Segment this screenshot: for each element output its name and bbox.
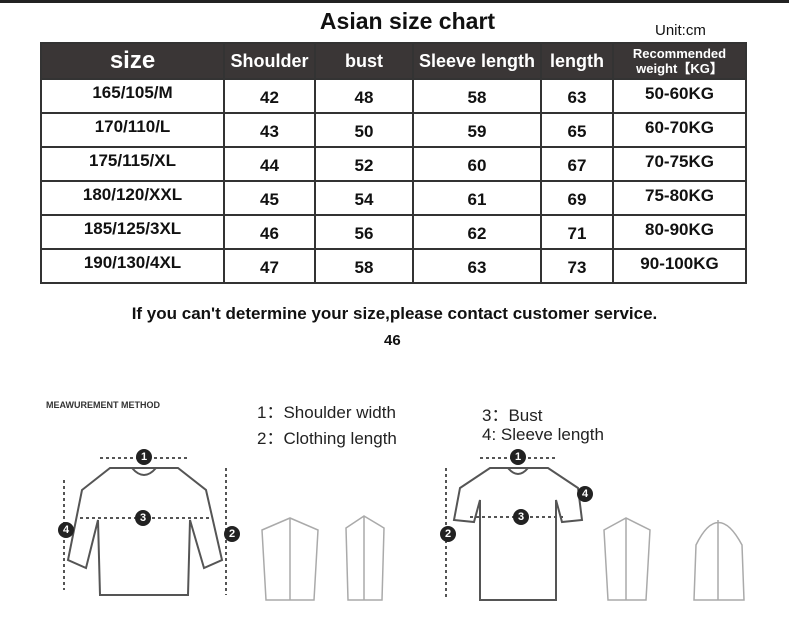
cell-size: 165/105/M xyxy=(40,78,225,114)
marker-3-icon: 3 xyxy=(513,509,529,525)
header-weight-line1: Recommended xyxy=(632,46,727,61)
legend-3: 3：Bust xyxy=(482,406,543,425)
cell-size: 185/125/3XL xyxy=(40,214,225,250)
cell-shoulder: 44 xyxy=(223,146,316,182)
chart-title: Asian size chart xyxy=(319,8,496,34)
cell-bust: 58 xyxy=(314,248,414,284)
header-sleeve: Sleeve length xyxy=(412,42,542,80)
marker-4-icon: 4 xyxy=(577,486,593,502)
cell-weight: 90-100KG xyxy=(612,248,747,284)
cell-weight: 75-80KG xyxy=(612,180,747,216)
cell-length: 63 xyxy=(540,78,614,114)
table-row: 180/120/XXL 45 54 61 69 75-80KG xyxy=(40,180,747,216)
cell-size: 175/115/XL xyxy=(40,146,225,182)
cell-sleeve: 58 xyxy=(412,78,542,114)
cell-weight: 50-60KG xyxy=(612,78,747,114)
cell-shoulder: 42 xyxy=(223,78,316,114)
legend-2: 2：Clothing length xyxy=(257,429,397,448)
header-size: size xyxy=(40,42,225,80)
cell-bust: 52 xyxy=(314,146,414,182)
marker-2-icon: 2 xyxy=(224,526,240,542)
extra-garment-sketches xyxy=(261,515,745,601)
cell-bust: 54 xyxy=(314,180,414,216)
unit-label: Unit:cm xyxy=(655,22,706,39)
cell-sleeve: 63 xyxy=(412,248,542,284)
header-row: size Shoulder bust Sleeve length length … xyxy=(40,42,747,80)
cell-weight: 70-75KG xyxy=(612,146,747,182)
table-row: 175/115/XL 44 52 60 67 70-75KG xyxy=(40,146,747,182)
top-rule xyxy=(0,0,789,3)
cell-shoulder: 46 xyxy=(223,214,316,250)
cell-bust: 56 xyxy=(314,214,414,250)
cell-length: 73 xyxy=(540,248,614,284)
cell-length: 71 xyxy=(540,214,614,250)
sweater-diagram xyxy=(63,457,227,596)
size-table: size Shoulder bust Sleeve length length … xyxy=(40,42,747,284)
cell-sleeve: 62 xyxy=(412,214,542,250)
cell-length: 65 xyxy=(540,112,614,148)
table-row: 170/110/L 43 50 59 65 60-70KG xyxy=(40,112,747,148)
legend-4: 4: Sleeve length xyxy=(482,425,604,444)
marker-2-icon: 2 xyxy=(440,526,456,542)
header-length: length xyxy=(540,42,614,80)
cell-shoulder: 45 xyxy=(223,180,316,216)
header-bust: bust xyxy=(314,42,414,80)
table-row: 165/105/M 42 48 58 63 50-60KG xyxy=(40,78,747,114)
stray-number: 46 xyxy=(384,332,401,349)
cell-bust: 50 xyxy=(314,112,414,148)
cell-weight: 80-90KG xyxy=(612,214,747,250)
cell-sleeve: 59 xyxy=(412,112,542,148)
cell-size: 180/120/XXL xyxy=(40,180,225,216)
cell-shoulder: 47 xyxy=(223,248,316,284)
cell-size: 170/110/L xyxy=(40,112,225,148)
marker-4-icon: 4 xyxy=(58,522,74,538)
marker-1-icon: 1 xyxy=(136,449,152,465)
measurement-heading: MEAWUREMENT METHOD xyxy=(46,400,160,410)
table-row: 190/130/4XL 47 58 63 73 90-100KG xyxy=(40,248,747,284)
cell-sleeve: 61 xyxy=(412,180,542,216)
cell-length: 69 xyxy=(540,180,614,216)
cell-size: 190/130/4XL xyxy=(40,248,225,284)
cell-length: 67 xyxy=(540,146,614,182)
header-weight-line2: weight【KG】 xyxy=(636,61,723,76)
cell-shoulder: 43 xyxy=(223,112,316,148)
legend-1: 1：Shoulder width xyxy=(257,403,396,422)
marker-1-icon: 1 xyxy=(510,449,526,465)
cell-weight: 60-70KG xyxy=(612,112,747,148)
marker-3-icon: 3 xyxy=(135,510,151,526)
contact-note: If you can't determine your size,please … xyxy=(131,304,658,323)
cell-bust: 48 xyxy=(314,78,414,114)
header-weight: Recommended weight【KG】 xyxy=(612,42,747,80)
cell-sleeve: 60 xyxy=(412,146,542,182)
table-row: 185/125/3XL 46 56 62 71 80-90KG xyxy=(40,214,747,250)
tshirt-diagram xyxy=(445,457,584,601)
header-shoulder: Shoulder xyxy=(223,42,316,80)
